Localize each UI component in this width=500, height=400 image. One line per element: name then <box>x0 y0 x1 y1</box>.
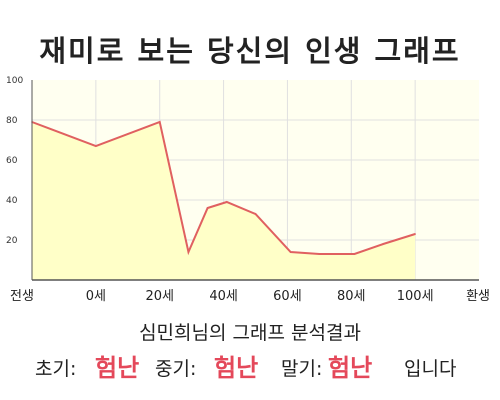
page-title: 재미로 보는 당신의 인생 그래프 <box>39 34 461 68</box>
series-line <box>31 120 416 256</box>
mid-label: 중기: <box>155 358 197 380</box>
early-value: 험난 <box>95 354 140 382</box>
series-area <box>32 122 416 280</box>
y-tick-label: 40 <box>6 196 18 206</box>
data-point <box>187 251 190 253</box>
data-point <box>318 253 321 255</box>
late-label: 말기: <box>281 358 323 380</box>
data-point <box>289 251 292 253</box>
analysis-result: 초기: 험난 중기: 험난 말기: 험난 입니다 <box>0 346 500 382</box>
x-tick-label: 60세 <box>273 289 302 304</box>
data-point <box>254 213 257 215</box>
early-label: 초기: <box>35 358 77 380</box>
x-tick-label: 100세 <box>397 289 434 304</box>
x-tick-label: 80세 <box>337 289 366 304</box>
x-tick-label: 0세 <box>86 289 106 304</box>
closing-text: 입니다 <box>404 358 457 380</box>
data-point <box>206 207 209 209</box>
data-point <box>353 253 356 255</box>
data-point <box>158 121 161 123</box>
x-tick-label: 전생 <box>10 289 34 304</box>
late-value: 험난 <box>328 354 373 382</box>
analysis-subtitle: 심민희님의 그래프 분석결과 <box>139 322 361 344</box>
y-tick-label: 80 <box>6 116 18 126</box>
data-point <box>95 145 97 147</box>
y-tick-label: 100 <box>6 76 23 86</box>
data-point <box>382 243 385 245</box>
x-tick-label: 40세 <box>209 289 238 304</box>
y-tick-label: 60 <box>6 156 18 166</box>
x-tick-label: 환생 <box>466 289 490 304</box>
data-point <box>414 233 416 235</box>
mid-value: 험난 <box>214 354 259 382</box>
y-tick-label: 20 <box>6 236 18 246</box>
data-point <box>225 201 228 203</box>
x-tick-label: 20세 <box>145 289 174 304</box>
